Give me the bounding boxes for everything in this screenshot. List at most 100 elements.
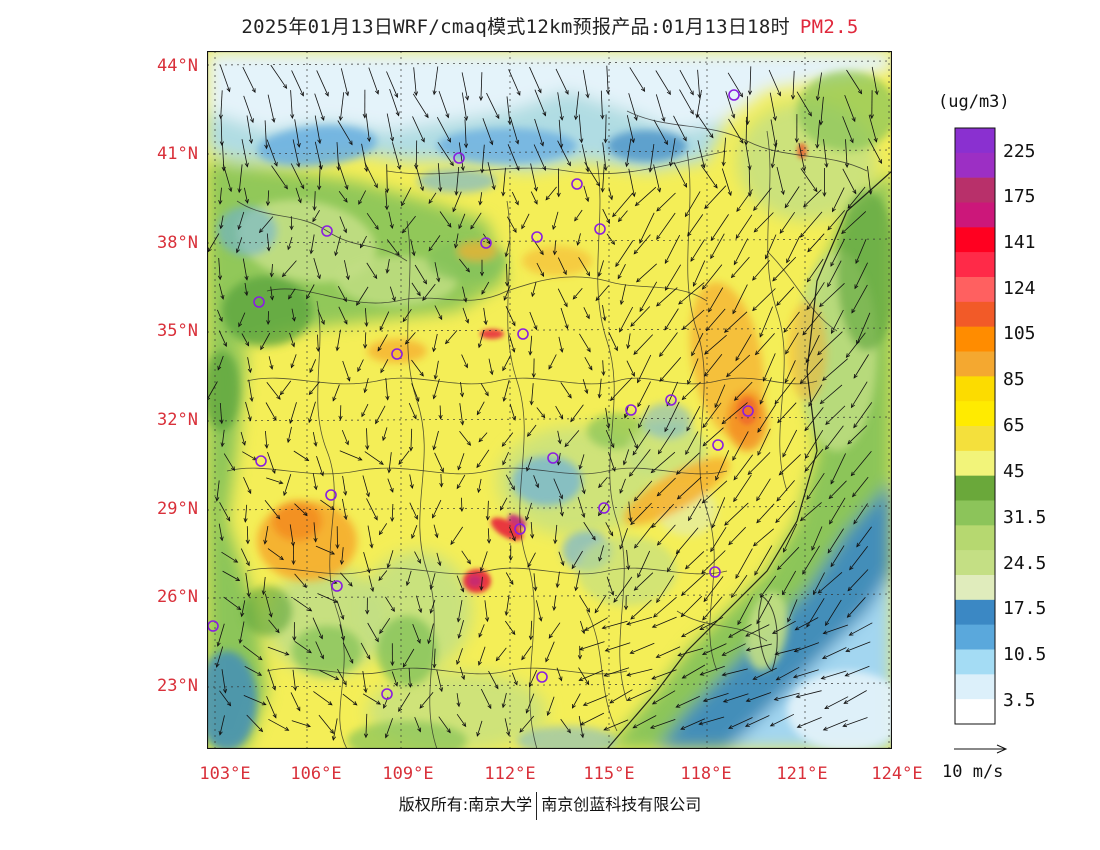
wind-arrow — [667, 550, 680, 573]
wind-arrow — [387, 478, 394, 493]
wind-arrow — [509, 116, 520, 145]
wind-arrow — [776, 166, 785, 196]
wind-arrow — [313, 522, 318, 543]
wind-arrow — [639, 281, 658, 313]
wind-arrow — [822, 719, 848, 731]
wind-arrow — [501, 692, 507, 709]
wind-arrow — [438, 90, 450, 119]
wind-arrow — [409, 502, 418, 520]
wind-arrow — [851, 284, 868, 314]
wind-arrow — [842, 116, 854, 144]
wind-arrow — [632, 715, 657, 729]
wind-arrow — [507, 144, 520, 172]
wind-arrow — [293, 450, 310, 462]
wind-arrow — [320, 499, 335, 511]
wind-arrow — [450, 526, 464, 546]
wind-arrow — [598, 545, 604, 562]
wind-arrow — [632, 429, 651, 456]
wind-arrow — [294, 119, 301, 148]
wind-arrow — [775, 500, 796, 524]
wind-arrow — [360, 642, 371, 660]
wind-arrow — [579, 333, 591, 353]
wind-arrow — [776, 546, 800, 571]
wind-arrow — [633, 480, 653, 502]
wind-arrow — [362, 693, 381, 705]
wind-arrow — [281, 260, 297, 278]
wind-arrow — [733, 381, 753, 401]
footer-credits: 版权所有:南京大学 南京创蓝科技有限公司 — [0, 791, 1100, 820]
wind-arrow — [803, 189, 822, 208]
wind-arrow — [412, 93, 429, 119]
wind-arrow — [291, 308, 296, 322]
lon-label-121e: 121°E — [776, 764, 828, 784]
wind-arrow — [502, 451, 509, 466]
city-marker — [594, 223, 606, 235]
city-marker — [517, 328, 529, 340]
wind-arrow — [783, 523, 798, 553]
wind-arrow — [265, 402, 277, 421]
wind-arrow — [217, 355, 224, 371]
wind-arrow — [387, 452, 392, 474]
city-marker — [536, 671, 548, 683]
wind-arrow — [792, 669, 819, 679]
wind-arrow — [290, 354, 297, 369]
wind-arrow — [619, 306, 634, 333]
colorbar-segment — [955, 301, 995, 327]
wind-arrow — [432, 499, 442, 519]
wind-arrow — [505, 572, 514, 585]
wind-arrow — [602, 208, 610, 225]
wind-arrow — [721, 402, 748, 425]
wind-arrow — [574, 570, 581, 592]
wind-arrow — [555, 571, 560, 589]
wind-arrow — [432, 648, 437, 669]
wind-arrow — [609, 689, 633, 704]
wind-arrow — [218, 90, 223, 120]
wind-arrow — [622, 449, 630, 466]
wind-arrow — [655, 646, 681, 658]
wind-arrow — [338, 162, 349, 190]
wind-arrow — [390, 503, 395, 523]
wind-arrow — [286, 426, 292, 444]
wind-arrow — [704, 334, 727, 355]
wind-arrow — [560, 718, 571, 734]
city-marker — [514, 523, 526, 535]
city-marker — [321, 225, 333, 237]
wind-arrow — [508, 69, 521, 96]
city-marker — [598, 502, 610, 514]
wind-arrow — [623, 595, 629, 611]
wind-arrow — [638, 405, 650, 429]
city-marker — [381, 688, 393, 700]
footer-separator — [536, 791, 538, 820]
wind-arrow — [462, 286, 468, 303]
wind-arrow — [382, 427, 388, 442]
wind-arrow — [557, 257, 567, 276]
wind-arrow — [482, 118, 494, 146]
wind-arrow — [868, 114, 878, 143]
wind-arrow — [457, 619, 464, 639]
wind-arrow — [218, 523, 224, 542]
wind-arrow — [504, 594, 510, 617]
wind-arrow — [811, 526, 823, 551]
wind-arrow — [377, 334, 388, 352]
wind-arrow — [412, 623, 421, 644]
wind-arrow — [365, 113, 372, 143]
wind-arrow — [525, 502, 532, 522]
colorbar-segment — [955, 500, 995, 526]
wind-arrow — [385, 259, 390, 274]
wind-arrow — [802, 545, 820, 575]
wind-arrow — [651, 669, 677, 680]
wind-arrow — [710, 526, 727, 553]
city-marker — [665, 394, 677, 406]
wind-arrow — [573, 91, 580, 121]
colorbar-label-105: 105 — [1003, 323, 1036, 344]
wind-arrow — [820, 670, 847, 680]
wind-arrow — [609, 377, 633, 402]
wind-arrow — [686, 406, 701, 432]
wind-arrow — [702, 402, 722, 429]
wind-arrow — [545, 641, 555, 663]
colorbar-segment — [955, 426, 995, 452]
wind-arrow — [434, 262, 441, 283]
wind-arrow — [634, 522, 655, 549]
wind-arrow — [601, 620, 628, 630]
colorbar-segment — [955, 624, 995, 650]
